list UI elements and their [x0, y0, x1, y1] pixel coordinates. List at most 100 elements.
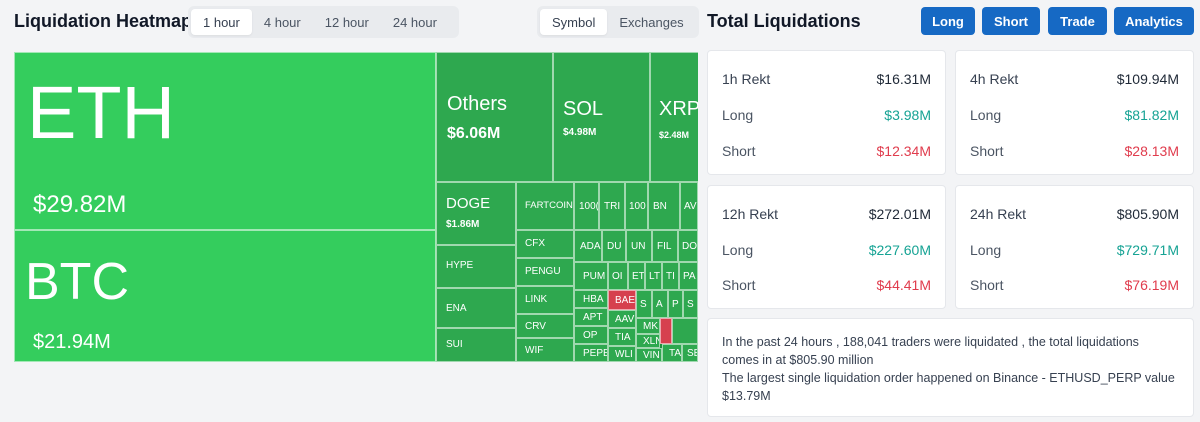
tile-small[interactable]: XLN: [636, 334, 660, 348]
tile-crv-name: CRV: [525, 321, 546, 332]
tile-pengu[interactable]: PENGU: [516, 258, 574, 286]
tile-small[interactable]: MK: [636, 318, 660, 334]
tile-small[interactable]: 100: [625, 182, 648, 230]
tile-small[interactable]: WLI: [608, 346, 636, 362]
tile-small[interactable]: PEPE: [574, 344, 608, 362]
tile-small[interactable]: A: [652, 290, 668, 318]
tile-small[interactable]: TI: [662, 262, 679, 290]
tile-fartcoin[interactable]: FARTCOIN: [516, 182, 574, 230]
tile-small[interactable]: S: [636, 290, 652, 318]
tile-small[interactable]: SE: [682, 344, 698, 362]
tile-small-name: TRI: [604, 201, 621, 212]
tile-small[interactable]: FIL: [652, 230, 678, 262]
card-4h-rekt: 4h Rekt $109.94M Long $81.82M Short $28.13M: [955, 50, 1194, 175]
tile-small[interactable]: UN: [626, 230, 652, 262]
summary-line-1: In the past 24 hours , 188,041 traders w…: [722, 335, 1139, 367]
tile-small[interactable]: [672, 318, 698, 344]
tile-xrp-name: XRP: [659, 98, 698, 120]
tile-sui[interactable]: SUI: [436, 328, 516, 362]
tile-others[interactable]: Others $6.06M: [436, 52, 553, 182]
tile-small[interactable]: P: [668, 290, 683, 318]
tile-doge-value: $1.86M: [446, 219, 480, 230]
card-total: $109.94M: [1116, 71, 1179, 87]
tile-small-name: XLN: [643, 336, 659, 347]
tile-crv[interactable]: CRV: [516, 314, 574, 338]
short-label: Short: [722, 277, 756, 293]
analytics-button[interactable]: Analytics: [1114, 7, 1194, 35]
tile-xrp[interactable]: XRP $2.48M: [650, 52, 698, 182]
tile-small-name: PEPE: [583, 348, 608, 359]
tab-4-hour[interactable]: 4 hour: [263, 14, 301, 30]
tile-link-name: LINK: [525, 294, 548, 305]
tab-1-hour[interactable]: 1 hour: [191, 9, 252, 35]
tile-ena-name: ENA: [446, 303, 467, 314]
tile-small-name: P: [672, 299, 679, 310]
tile-small-name: TA: [669, 348, 682, 359]
tile-small[interactable]: TA: [662, 344, 682, 362]
tile-wif[interactable]: WIF: [516, 338, 574, 362]
tile-small-name: WLI: [615, 349, 633, 360]
tile-small[interactable]: APT: [574, 308, 608, 326]
tile-small-name: HBA: [583, 294, 604, 305]
tile-small[interactable]: TRI: [599, 182, 625, 230]
tile-small[interactable]: VIN: [636, 348, 662, 362]
long-button[interactable]: Long: [921, 7, 975, 35]
tile-link[interactable]: LINK: [516, 286, 574, 314]
tile-small[interactable]: AV: [680, 182, 698, 230]
tile-small-name: OP: [583, 330, 598, 341]
tile-small[interactable]: PA: [679, 262, 698, 290]
tile-eth-name: ETH: [27, 71, 175, 154]
tile-doge[interactable]: DOGE $1.86M: [436, 182, 516, 245]
tab-24-hour[interactable]: 24 hour: [392, 14, 437, 30]
tile-small[interactable]: TIA: [608, 328, 636, 346]
trade-button[interactable]: Trade: [1048, 7, 1107, 35]
tile-small-name: VIN: [643, 350, 660, 361]
tile-small-red[interactable]: BAE: [608, 290, 636, 310]
tile-small[interactable]: PUM: [574, 262, 608, 290]
tile-cfx-name: CFX: [525, 238, 545, 249]
tile-small[interactable]: 100(: [574, 182, 599, 230]
tile-ena[interactable]: ENA: [436, 288, 516, 328]
tile-small-name: APT: [583, 312, 603, 323]
tile-small[interactable]: BN: [648, 182, 680, 230]
tile-small[interactable]: HBA: [574, 290, 608, 308]
long-label: Long: [722, 107, 754, 123]
tile-cfx[interactable]: CFX: [516, 230, 574, 258]
tile-hype[interactable]: HYPE: [436, 245, 516, 288]
tile-small[interactable]: DU: [602, 230, 626, 262]
tile-small[interactable]: S: [683, 290, 698, 318]
tile-small-name: PA: [683, 271, 696, 282]
tile-small-red[interactable]: [660, 318, 672, 344]
tile-btc[interactable]: BTC $21.94M: [14, 230, 436, 362]
tile-sol[interactable]: SOL $4.98M: [553, 52, 650, 182]
short-button[interactable]: Short: [982, 7, 1040, 35]
tile-eth[interactable]: ETH $29.82M: [14, 52, 436, 230]
tile-small[interactable]: OP: [574, 326, 608, 344]
tab-exchanges[interactable]: Exchanges: [619, 14, 684, 30]
tab-12-hour[interactable]: 12 hour: [324, 14, 369, 30]
tile-small[interactable]: ET: [628, 262, 645, 290]
short-label: Short: [722, 143, 756, 159]
tile-small[interactable]: DO: [678, 230, 698, 262]
tile-small-name: ADA: [580, 241, 601, 252]
tile-small-name: 100: [629, 201, 646, 212]
tile-pengu-name: PENGU: [525, 266, 561, 277]
tile-small[interactable]: OI: [608, 262, 628, 290]
tile-small-name: TIA: [615, 332, 631, 343]
tile-small[interactable]: LT: [645, 262, 662, 290]
tab-symbol[interactable]: Symbol: [540, 9, 608, 35]
tile-small[interactable]: AAV: [608, 310, 636, 328]
tile-small-name: LT: [649, 271, 660, 282]
short-label: Short: [970, 143, 1004, 159]
tile-wif-name: WIF: [525, 345, 544, 356]
tile-small-name: MK: [643, 321, 658, 332]
summary-line-2: The largest single liquidation order hap…: [722, 371, 1175, 403]
short-value: $76.19M: [1124, 277, 1179, 293]
short-value: $12.34M: [876, 143, 931, 159]
tile-small-name: BAE: [615, 295, 636, 306]
liquidation-summary: In the past 24 hours , 188,041 traders w…: [707, 318, 1194, 417]
short-label: Short: [970, 277, 1004, 293]
tile-small-name: DO: [682, 241, 697, 252]
tile-small[interactable]: ADA: [574, 230, 602, 262]
card-title: 12h Rekt: [722, 206, 779, 222]
